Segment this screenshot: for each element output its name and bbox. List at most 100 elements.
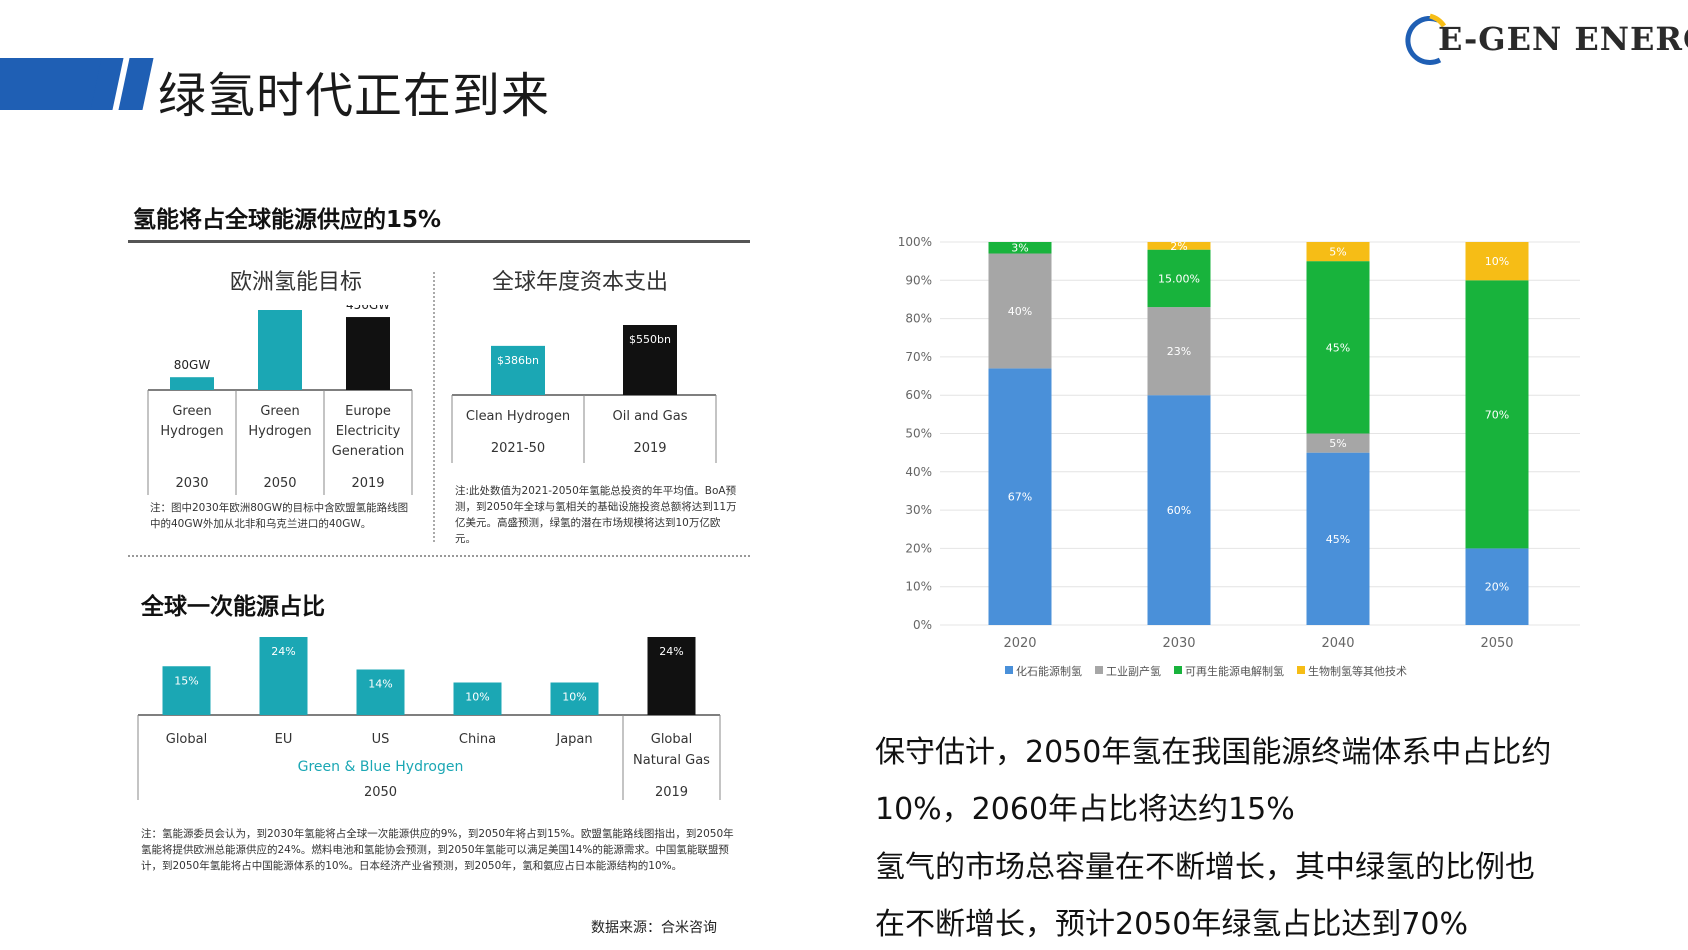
y-tick-label: 0% — [913, 618, 932, 632]
tick-label: 2019 — [633, 441, 666, 456]
bar — [162, 666, 211, 715]
data-label: 10% — [465, 691, 489, 704]
tick-label: 2019 — [351, 476, 384, 491]
tick-label: Europe — [345, 404, 391, 419]
tick-label: Global — [651, 732, 692, 747]
bar — [491, 345, 545, 395]
data-label: 10% — [562, 691, 586, 704]
data-label: 20% — [1485, 581, 1509, 594]
tick-label: US — [372, 732, 390, 747]
bar — [550, 682, 599, 715]
section-divider — [433, 272, 435, 542]
y-tick-label: 90% — [905, 273, 932, 287]
conclusion-line-4: 在不断增长，预计2050年绿氢占比达到70% — [875, 907, 1469, 942]
section-divider — [128, 240, 750, 243]
legend-swatch — [1297, 666, 1305, 674]
bar — [623, 325, 677, 395]
legend-swatch — [1174, 666, 1182, 674]
tick-label: 2019 — [655, 785, 688, 800]
page-title: 绿氢时代正在到来 — [158, 68, 551, 124]
y-tick-label: 70% — [905, 350, 932, 364]
legend-label: 可再生能源电解制氢 — [1185, 664, 1284, 678]
stacked-bar-segment — [988, 242, 1052, 254]
bar — [170, 377, 214, 390]
europe-hydrogen-chart: 80GWGreenHydrogen2030500GWGreenHydrogen2… — [147, 305, 413, 495]
tick-label: Natural Gas — [633, 753, 710, 768]
tick-label: 2050 — [263, 476, 296, 491]
tick-label: Generation — [332, 444, 405, 459]
data-label: 3% — [1011, 242, 1028, 255]
data-label: 67% — [1008, 491, 1032, 504]
tick-label: EU — [275, 732, 293, 747]
data-label: 40% — [1008, 305, 1032, 318]
stacked-bar-segment — [1306, 452, 1370, 625]
conclusion-line-2: 10%，2060年占比将达约15% — [875, 792, 1295, 827]
y-tick-label: 10% — [905, 580, 932, 594]
primary-energy-chart: 15% Global 24% EU 14% US 10% China 10% Japan 24% Gl… — [137, 637, 721, 800]
tick-label: Green — [172, 404, 211, 419]
data-label: 45% — [1326, 341, 1350, 354]
data-label: 15.00% — [1158, 272, 1200, 285]
hydrogen-source-stacked-chart: 0% 10% 20% 30% 40% 50% 60% 70% 80% 90% 100% 67% 40% 3… — [898, 235, 1580, 678]
bar — [453, 682, 502, 715]
stacked-bar-segment — [1147, 242, 1211, 250]
stacked-bar-segment — [1147, 249, 1211, 308]
europe-chart-note: 注：图中2030年欧洲80GW的目标中含欧盟氢能路线图中的40GW外加从北非和乌… — [150, 502, 409, 530]
header-accent-slash — [118, 58, 154, 110]
data-label: 24% — [271, 645, 295, 658]
bar — [259, 637, 308, 715]
y-tick-label: 40% — [905, 465, 932, 479]
stacked-bar-segment — [988, 253, 1052, 369]
x-tick-label: 2040 — [1321, 636, 1354, 651]
tick-label: Green — [260, 404, 299, 419]
tick-label: Hydrogen — [248, 424, 311, 439]
data-label: 24% — [659, 645, 683, 658]
europe-chart-title: 欧洲氢能目标 — [230, 270, 363, 295]
stacked-bar-segment — [1306, 433, 1370, 453]
stacked-bar-segment — [1306, 242, 1370, 262]
tick-label: 2021-50 — [491, 441, 545, 456]
data-label: 14% — [368, 678, 392, 691]
data-label: 70% — [1485, 408, 1509, 421]
legend-label: 生物制氢等其他技术 — [1308, 664, 1407, 678]
data-label: 456GW — [346, 305, 390, 312]
group-label: Green & Blue Hydrogen — [298, 759, 464, 775]
stacked-bar-segment — [1465, 548, 1529, 625]
y-tick-label: 80% — [905, 312, 932, 326]
section-divider — [128, 555, 750, 557]
bar — [356, 669, 405, 715]
x-tick-label: 2020 — [1003, 636, 1036, 651]
bar — [647, 637, 696, 715]
data-label: 10% — [1485, 255, 1509, 268]
legend-label: 化石能源制氢 — [1016, 664, 1082, 678]
data-label: 60% — [1167, 504, 1191, 517]
tick-label: Global — [166, 732, 207, 747]
y-tick-label: 60% — [905, 388, 932, 402]
data-label: 45% — [1326, 533, 1350, 546]
data-label: 80GW — [174, 358, 211, 372]
tick-label: 2030 — [175, 476, 208, 491]
capex-chart: $386bn Clean Hydrogen 2021-50 $550bn Oil and… — [451, 325, 717, 463]
data-label: 5% — [1329, 246, 1346, 259]
tick-label: Clean Hydrogen — [466, 409, 570, 424]
tick-label: Japan — [555, 732, 592, 747]
x-tick-label: 2050 — [1480, 636, 1513, 651]
bar — [258, 310, 302, 390]
data-label: 15% — [174, 674, 198, 687]
data-label: $386bn — [497, 354, 539, 367]
y-tick-label: 100% — [898, 235, 932, 249]
logo-text: E-GEN ENERGY — [1438, 20, 1688, 58]
stacked-bar-segment — [1147, 307, 1211, 396]
tick-label: Hydrogen — [160, 424, 223, 439]
stacked-bar-segment — [1306, 261, 1370, 434]
stacked-bar-segment — [1147, 395, 1211, 625]
data-label: 2% — [1170, 240, 1187, 253]
group-year-label: 2050 — [364, 785, 397, 800]
tick-label: Oil and Gas — [613, 409, 688, 424]
company-logo: E-GEN ENERGY — [1400, 10, 1688, 70]
data-source: 数据来源：合米咨询 — [591, 920, 717, 936]
conclusion-line-1: 保守估计，2050年氢在我国能源终端体系中占比约 — [875, 735, 1552, 770]
x-tick-label: 2030 — [1162, 636, 1195, 651]
legend-label: 工业副产氢 — [1106, 664, 1161, 678]
data-label: $550bn — [629, 333, 671, 346]
